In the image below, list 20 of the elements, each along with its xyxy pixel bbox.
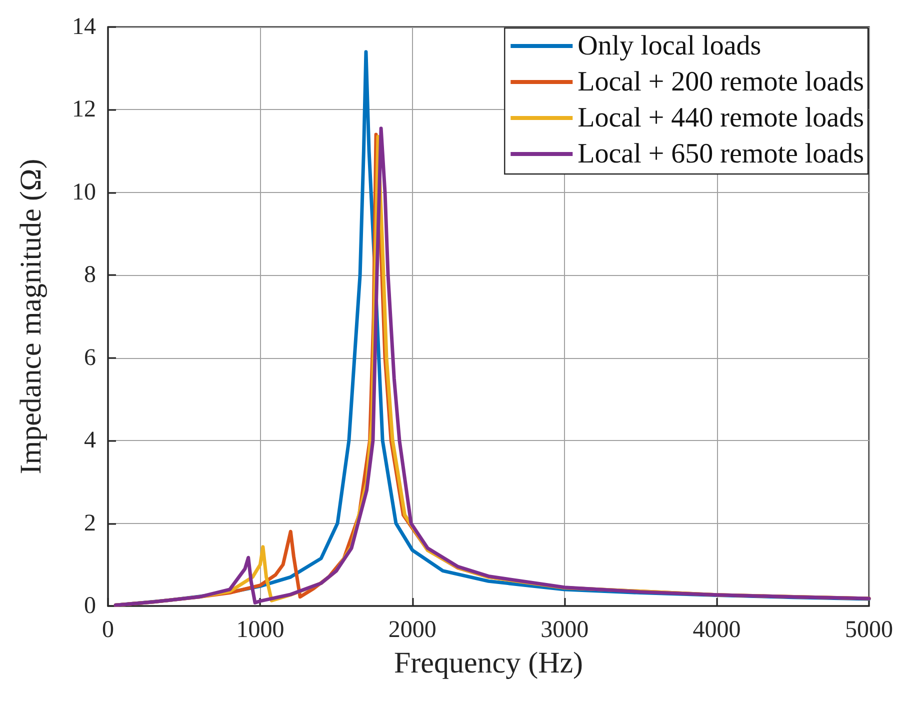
y-tick-label: 8 <box>84 262 96 288</box>
x-tick-label: 3000 <box>540 617 589 643</box>
x-axis-title: Frequency (Hz) <box>394 646 584 680</box>
y-tick-label: 12 <box>72 96 96 123</box>
x-tick-label: 4000 <box>692 617 741 643</box>
y-tick-label: 10 <box>72 179 96 206</box>
legend-label: Only local loads <box>578 30 762 62</box>
x-tick-label: 2000 <box>388 617 436 643</box>
y-tick-label: 0 <box>84 593 96 619</box>
legend-label: Local + 440 remote loads <box>578 102 864 134</box>
x-tick-label: 5000 <box>845 617 893 643</box>
x-tick-label: 0 <box>102 617 114 643</box>
legend-label: Local + 200 remote loads <box>578 66 864 98</box>
y-tick-label: 14 <box>72 14 96 40</box>
y-tick-label: 4 <box>84 428 96 454</box>
y-tick-label: 6 <box>84 344 96 371</box>
legend-label: Local + 650 remote loads <box>578 138 864 170</box>
x-tick-label: 1000 <box>236 617 284 643</box>
y-axis-title: Impedance magnitude (Ω) <box>14 158 48 474</box>
y-tick-label: 2 <box>84 510 96 536</box>
